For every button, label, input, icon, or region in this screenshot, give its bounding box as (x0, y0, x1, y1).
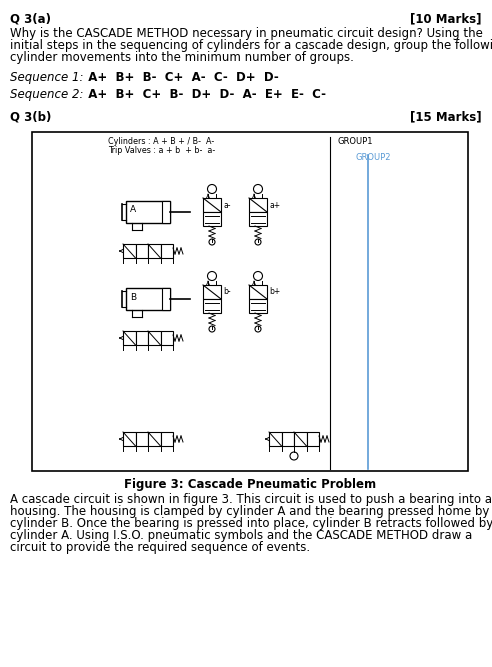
Text: A+  B+  B-  C+  A-  C-  D+  D-: A+ B+ B- C+ A- C- D+ D- (80, 71, 279, 84)
Bar (203, 285, 221, 299)
Bar (135, 244, 148, 258)
Bar (294, 432, 307, 446)
Circle shape (255, 326, 261, 332)
Text: GROUP1: GROUP1 (338, 137, 373, 146)
Bar (123, 432, 135, 446)
Text: A+  B+  C+  B-  D+  D-  A-  E+  E-  C-: A+ B+ C+ B- D+ D- A- E+ E- C- (80, 88, 326, 101)
Bar (160, 432, 173, 446)
Bar (148, 432, 160, 446)
Text: Q 3(b): Q 3(b) (10, 110, 51, 123)
Text: cylinder B. Once the bearing is pressed into place, cylinder B retracts followed: cylinder B. Once the bearing is pressed … (10, 517, 492, 530)
Bar (148, 331, 160, 345)
Text: A cascade circuit is shown in figure 3. This circuit is used to push a bearing i: A cascade circuit is shown in figure 3. … (10, 493, 492, 506)
Text: Sequence 1:: Sequence 1: (10, 71, 84, 84)
Text: cylinder movements into the minimum number of groups.: cylinder movements into the minimum numb… (10, 51, 354, 64)
Circle shape (255, 239, 261, 245)
Bar (32, 132, 468, 471)
Bar (123, 331, 135, 345)
Text: GROUP2: GROUP2 (355, 153, 391, 162)
Bar (203, 198, 221, 212)
Bar (203, 299, 221, 313)
Bar (135, 331, 148, 345)
Bar (148, 244, 160, 258)
Bar (249, 285, 267, 299)
Bar (249, 299, 267, 313)
Text: b-: b- (223, 287, 231, 297)
Circle shape (253, 271, 263, 281)
Bar (135, 432, 148, 446)
Text: b+: b+ (269, 287, 280, 297)
Text: B: B (130, 293, 136, 301)
Circle shape (209, 239, 215, 245)
Text: cylinder A. Using I.S.O. pneumatic symbols and the CASCADE METHOD draw a: cylinder A. Using I.S.O. pneumatic symbo… (10, 529, 472, 542)
Text: a+: a+ (269, 201, 280, 209)
Text: [10 Marks]: [10 Marks] (410, 12, 482, 25)
Circle shape (208, 271, 216, 281)
Text: Cylinders : A + B + / B-  A-: Cylinders : A + B + / B- A- (108, 137, 214, 146)
Bar (126, 201, 170, 223)
Bar (307, 432, 319, 446)
Text: Q 3(a): Q 3(a) (10, 12, 51, 25)
Text: Why is the CASCADE METHOD necessary in pneumatic circuit design? Using the: Why is the CASCADE METHOD necessary in p… (10, 27, 483, 40)
Text: [15 Marks]: [15 Marks] (410, 110, 482, 123)
Text: housing. The housing is clamped by cylinder A and the bearing pressed home by: housing. The housing is clamped by cylin… (10, 505, 490, 518)
Circle shape (290, 452, 298, 460)
Text: initial steps in the sequencing of cylinders for a cascade design, group the fol: initial steps in the sequencing of cylin… (10, 39, 492, 52)
Circle shape (209, 326, 215, 332)
Bar (249, 212, 267, 226)
Circle shape (208, 185, 216, 193)
Text: Figure 3: Cascade Pneumatic Problem: Figure 3: Cascade Pneumatic Problem (124, 478, 376, 491)
Bar (160, 331, 173, 345)
Text: Sequence 2:: Sequence 2: (10, 88, 84, 101)
Text: a-: a- (223, 201, 230, 209)
Bar (281, 432, 294, 446)
Circle shape (253, 185, 263, 193)
Text: A: A (130, 205, 136, 215)
Bar (160, 244, 173, 258)
Bar (126, 288, 170, 310)
Bar (123, 244, 135, 258)
Bar (203, 212, 221, 226)
Bar (162, 201, 170, 223)
Bar (162, 288, 170, 310)
Text: Trip Valves : a + b  + b-  a-: Trip Valves : a + b + b- a- (108, 146, 215, 155)
Bar (269, 432, 281, 446)
Bar (249, 198, 267, 212)
Text: circuit to provide the required sequence of events.: circuit to provide the required sequence… (10, 541, 310, 554)
